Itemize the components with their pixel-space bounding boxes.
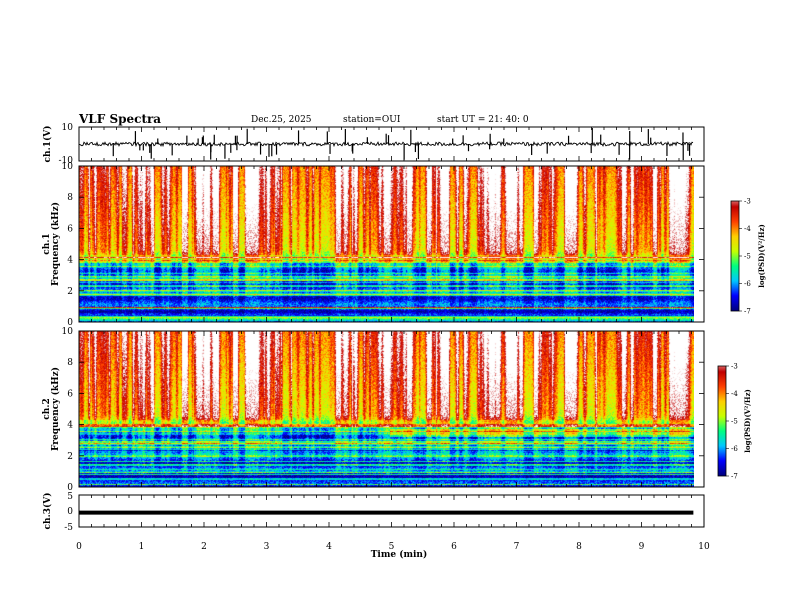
ch1-spectrogram-yticklabels: 0 2 4 6 8 10 (62, 162, 74, 328)
ch3-waveform-ytick-middle: 0 (67, 507, 73, 517)
ch2-spectrogram-ticks (78, 330, 705, 488)
x-tick-label: 7 (514, 542, 520, 552)
freq-tick-label: 4 (67, 421, 73, 431)
freq-tick-label: 2 (67, 452, 73, 462)
x-tick-label: 3 (264, 542, 270, 552)
ch1-colorbar-ticks: -3 -4 -5 -6 -7 (739, 198, 751, 316)
ch2-spectrogram-yticklabels: 0 2 4 6 8 10 (62, 327, 74, 493)
figure-title: VLF Spectra (78, 112, 161, 126)
x-tick-label: 6 (451, 542, 457, 552)
header-station: station=OUI (343, 115, 401, 125)
freq-tick-label: 10 (62, 327, 74, 337)
ch3-waveform-ytick-top: 5 (67, 492, 73, 502)
ch1-waveform-ytick-top: 10 (62, 123, 74, 133)
ch3-waveform-ytick-bottom: -5 (64, 523, 73, 533)
x-tick-label: 4 (326, 542, 332, 552)
freq-tick-label: 0 (67, 483, 73, 493)
colorbar-tick-label: -3 (744, 198, 751, 206)
ch3-waveform-ylabel: ch.3(V) (42, 493, 53, 530)
colorbar-tick-label: -7 (731, 473, 738, 481)
colorbar-tick-label: -3 (731, 363, 738, 371)
ch1-spectrogram-ticks (78, 165, 705, 323)
ch1-waveform-ytick-bottom: -10 (59, 156, 74, 166)
freq-tick-label: 8 (67, 358, 73, 368)
ch2-spectrogram-image (79, 331, 694, 487)
header-start-time: start UT = 21: 40: 0 (437, 115, 529, 125)
x-tick-label: 1 (139, 542, 145, 552)
x-tick-label: 2 (201, 542, 207, 552)
ch2-colorbar: -3 -4 -5 -6 -7 log(PSD)(V²/Hz) (717, 363, 752, 481)
x-tick-label: 10 (698, 542, 710, 552)
ch1-colorbar: -3 -4 -5 -6 -7 log(PSD)(V²/Hz) (730, 198, 766, 316)
freq-tick-label: 10 (62, 162, 74, 172)
colorbar-tick-label: -6 (731, 445, 738, 453)
ch1-waveform-trace (78, 127, 694, 161)
panel-ch3-waveform: 5 0 -5 ch.3(V) (42, 492, 705, 533)
freq-tick-label: 6 (67, 224, 73, 234)
ch1-waveform-ylabel: ch.1(V) (42, 126, 53, 163)
header-date: Dec.25, 2025 (251, 115, 312, 125)
x-tick-label: 5 (389, 542, 395, 552)
ch2-colorbar-image (718, 366, 726, 476)
colorbar-tick-label: -4 (744, 225, 751, 233)
x-tick-label: 8 (576, 542, 582, 552)
freq-tick-label: 2 (67, 287, 73, 297)
colorbar-tick-label: -4 (731, 390, 738, 398)
panel-ch1-waveform: 10 -10 ch.1(V) (42, 123, 705, 166)
ch1-spectrogram-image (79, 166, 694, 322)
freq-tick-label: 6 (67, 389, 73, 399)
panel-ch2-spectrogram: 0 2 4 6 8 10 ch.2 Frequency (kHz) -3 -4 -5 -6 -7 … (42, 327, 752, 493)
freq-tick-label: 8 (67, 193, 73, 203)
x-axis-ticklabels: 0 1 2 3 4 5 6 7 8 9 10 (76, 542, 710, 552)
ch1-waveform-ticks (78, 127, 705, 161)
ch2-spectrogram-ylabel-channel: ch.2 (42, 398, 52, 419)
ch2-colorbar-label: log(PSD)(V²/Hz) (743, 389, 752, 453)
ch2-spectrogram-ylabel-frequency: Frequency (kHz) (50, 367, 61, 451)
colorbar-tick-label: -7 (744, 308, 751, 316)
panel-ch1-spectrogram: 0 2 4 6 8 10 ch.1 Frequency (kHz) -3 -4 -5 -6 -7 … (42, 162, 766, 328)
x-tick-label: 9 (639, 542, 645, 552)
ch1-spectrogram-ylabel-frequency: Frequency (kHz) (50, 202, 61, 286)
x-axis-label: Time (min) (371, 549, 428, 560)
ch3-waveform-ticks (78, 495, 705, 527)
colorbar-tick-label: -5 (744, 253, 751, 261)
ch2-colorbar-ticks: -3 -4 -5 -6 -7 (726, 363, 738, 481)
ch1-colorbar-label: log(PSD)(V²/Hz) (757, 224, 766, 288)
colorbar-tick-label: -5 (731, 418, 738, 426)
freq-tick-label: 4 (67, 256, 73, 266)
ch1-colorbar-image (731, 201, 739, 311)
ch1-spectrogram-ylabel-channel: ch.1 (42, 233, 52, 254)
freq-tick-label: 0 (67, 318, 73, 328)
x-tick-label: 0 (76, 542, 82, 552)
colorbar-tick-label: -6 (744, 280, 751, 288)
